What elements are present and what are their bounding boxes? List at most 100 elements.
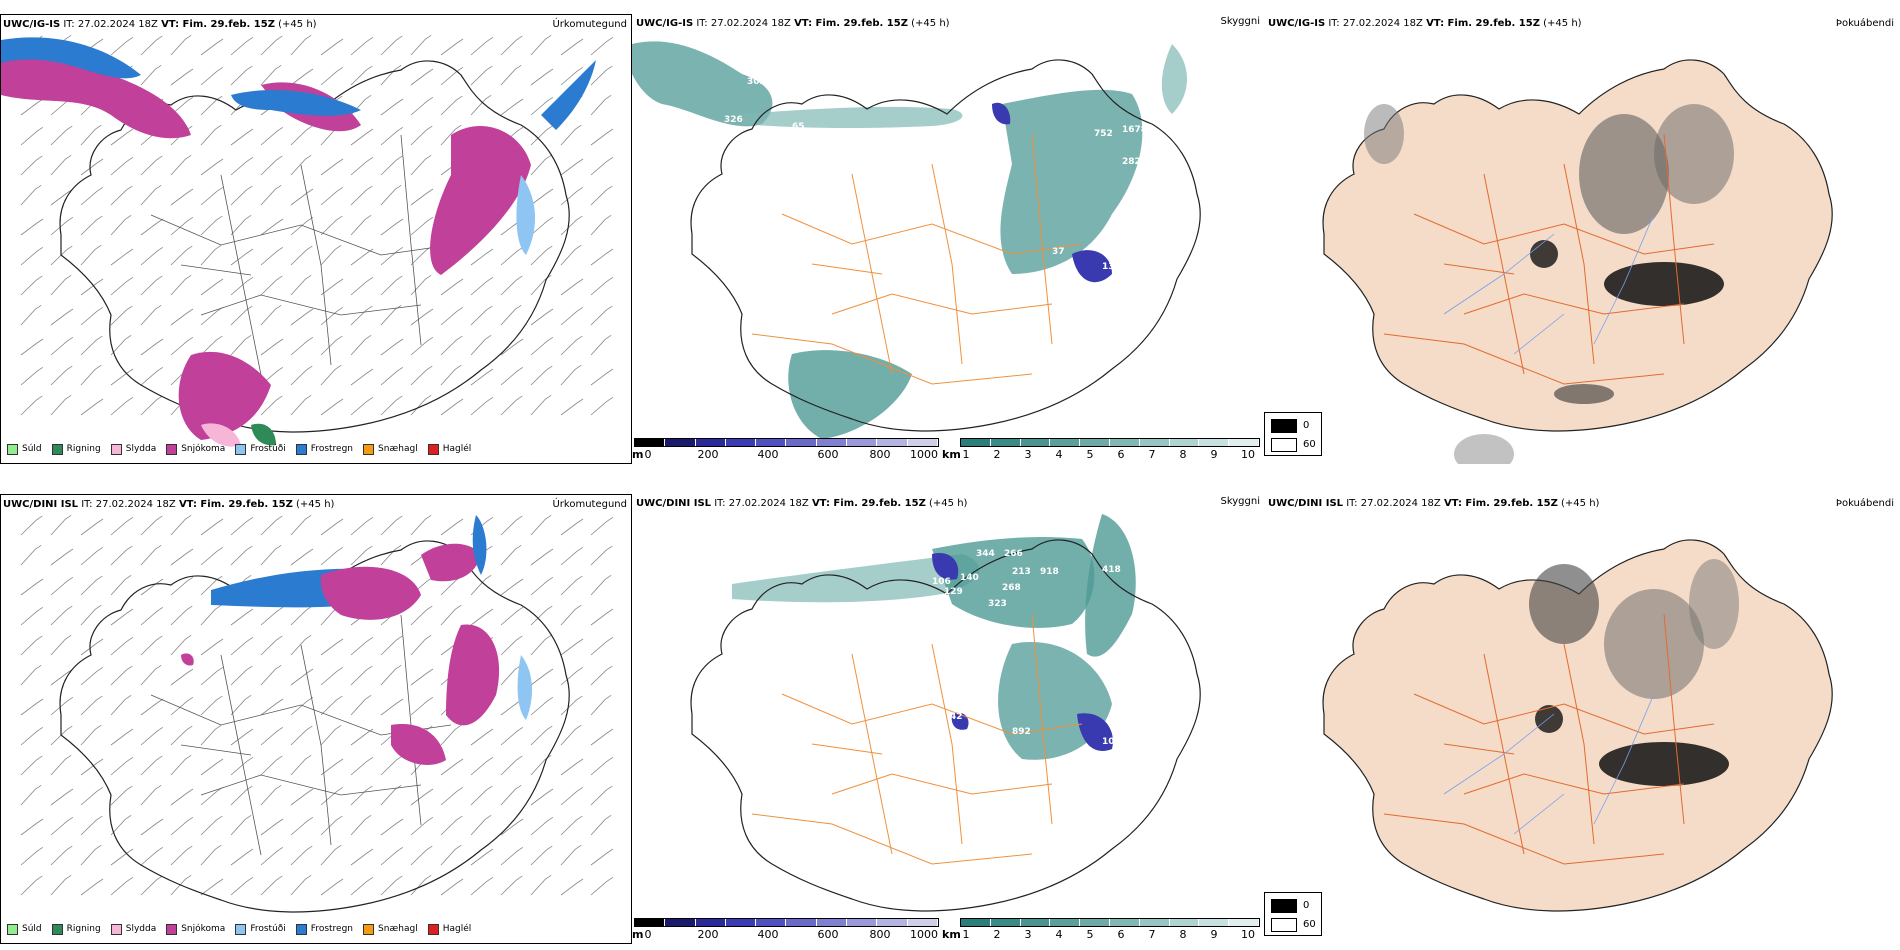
coastline [59,540,570,913]
wind-barb [20,726,44,746]
wind-barb [110,156,134,176]
visibility-value-label: 65 [792,122,805,132]
legend-swatch [166,443,178,455]
legend-swatch [110,923,122,935]
vis-labels-2: 344 266 213 918 418 182 106 140 129 268 323 203 611 4… [932,549,1156,747]
wind-barb [380,395,403,416]
wind-barb [440,95,463,116]
legend-item: Haglél [427,923,471,935]
lead-time: (+45 h) [911,18,950,29]
coastline [690,59,1201,432]
wind-barb [470,305,493,326]
wind-barb [440,724,462,746]
wind-barb [560,758,584,776]
wind-barb [500,606,524,626]
wind-barb [200,335,223,356]
wind-barb [140,635,163,656]
wind-barb [260,544,282,566]
wind-barb [110,876,134,896]
visibility-value-label: 369 [934,99,953,109]
visibility-colorbar-km: km 1 2 3 4 5 6 7 8 9 10 [942,438,1262,464]
road-network [751,133,1083,385]
wind-barb [350,36,374,56]
wind-barb [560,575,583,596]
init-time: IT: 27.02.2024 18Z [714,498,809,509]
wind-barb [260,184,282,206]
wind-barb [410,696,434,716]
visibility-value-label: 302 [747,77,766,87]
visibility-value-label: 266 [1004,549,1023,559]
wind-barb [260,246,284,266]
wind-barb [320,364,342,386]
wind-barb [230,128,254,146]
wind-barb [260,784,282,806]
tick: 3 [1024,928,1032,941]
wind-barb [260,635,283,656]
wind-barb [560,724,582,746]
visibility-value-label: 418 [1102,565,1121,575]
wind-barb [590,185,613,206]
wind-barb [440,278,464,296]
valid-time: VT: Fim. 29.feb. 15Z [1426,18,1540,29]
fog-patch [1530,240,1558,268]
legend-swatch [235,443,247,455]
visibility-value-label: 42 [950,712,963,722]
wind-barb [50,336,74,356]
wind-barb [320,66,344,86]
visibility-value-label: 213 [1012,567,1031,577]
wind-barb [230,694,252,716]
wind-barb [290,605,313,626]
wind-barb [380,664,402,686]
tick: 5 [1086,928,1094,941]
wind-barb [320,306,344,326]
wind-barb [200,666,224,686]
wind-barb [230,516,254,536]
wind-barb [590,156,614,176]
wind-barb [320,215,343,236]
wind-barb [440,38,464,56]
snow-area [320,566,421,620]
wind-barb [140,35,163,56]
wind-barb [470,814,492,836]
wind-barb [140,544,162,566]
wind-barb [350,516,374,536]
wind-barb [20,578,44,596]
wind-barb [500,338,524,356]
wind-barb [320,638,344,656]
wind-barb [530,365,553,386]
frost-drizzle-area [517,655,533,720]
wind-barb [530,845,553,866]
wind-barb [110,636,134,656]
wind-barb [170,845,193,866]
wind-barb [320,38,344,56]
wind-barb [20,275,43,296]
wind-barb [320,518,344,536]
wind-barb [140,818,164,836]
wind-barb [200,306,224,326]
wind-barb [530,514,552,536]
fog-patch [1454,434,1514,464]
wind-barb [260,126,284,146]
wind-barb [290,365,313,386]
wind-barb [560,398,584,416]
colorbar-m [634,918,939,927]
vis-teal-area [732,554,980,603]
legend-label: Snjókoma [181,444,226,454]
wind-barb [350,368,374,386]
lead-time: (+45 h) [1561,498,1600,509]
wind-barb [500,304,522,326]
wind-barb [170,96,194,116]
legend-label: Snæhagl [378,924,418,934]
wind-barb [80,638,104,656]
wind-barb [350,65,373,86]
wind-barb [530,308,554,326]
legend-item: Súld [7,923,42,935]
wind-barb [590,214,612,236]
wind-barb [80,878,104,896]
wind-barb [110,608,134,626]
unit-km: km [942,928,961,941]
wind-barb [50,605,73,626]
fog-label-60: 60 [1303,919,1316,930]
wind-barb [80,186,104,206]
wind-barb [140,155,163,176]
